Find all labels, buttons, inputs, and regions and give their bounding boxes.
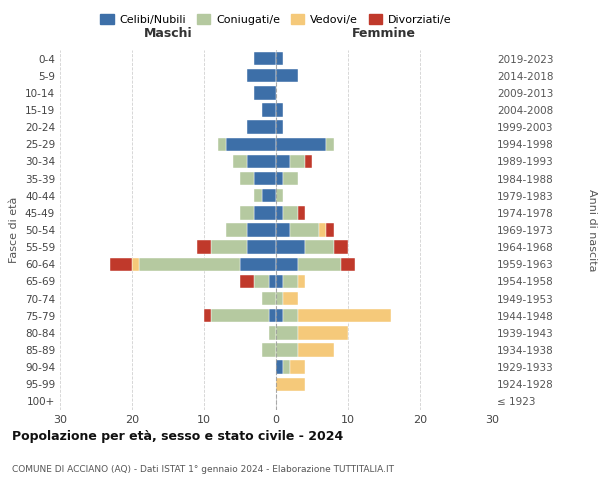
Bar bbox=[197, 240, 211, 254]
Bar bbox=[276, 292, 283, 306]
Bar bbox=[298, 344, 334, 356]
Bar bbox=[254, 274, 269, 288]
Bar bbox=[276, 104, 283, 117]
Bar bbox=[218, 138, 226, 151]
Bar bbox=[269, 326, 276, 340]
Bar bbox=[319, 224, 326, 236]
Bar bbox=[247, 224, 276, 236]
Legend: Celibi/Nubili, Coniugati/e, Vedovi/e, Divorziati/e: Celibi/Nubili, Coniugati/e, Vedovi/e, Di… bbox=[97, 10, 455, 28]
Bar bbox=[298, 206, 305, 220]
Bar bbox=[254, 206, 276, 220]
Text: Femmine: Femmine bbox=[352, 26, 416, 40]
Bar bbox=[341, 258, 355, 271]
Bar bbox=[298, 326, 348, 340]
Bar bbox=[276, 309, 283, 322]
Bar bbox=[269, 274, 276, 288]
Bar bbox=[283, 360, 290, 374]
Bar bbox=[283, 206, 298, 220]
Bar bbox=[254, 172, 276, 186]
Bar bbox=[240, 274, 254, 288]
Bar bbox=[334, 240, 348, 254]
Bar bbox=[276, 224, 290, 236]
Bar bbox=[283, 172, 298, 186]
Bar bbox=[276, 206, 283, 220]
Text: Anni di nascita: Anni di nascita bbox=[587, 188, 597, 271]
Bar bbox=[247, 240, 276, 254]
Bar bbox=[211, 240, 247, 254]
Bar bbox=[276, 172, 283, 186]
Bar bbox=[211, 309, 269, 322]
Bar bbox=[262, 344, 276, 356]
Bar bbox=[233, 154, 247, 168]
Bar bbox=[226, 138, 276, 151]
Bar bbox=[305, 154, 312, 168]
Bar bbox=[276, 52, 283, 66]
Text: Maschi: Maschi bbox=[143, 26, 193, 40]
Bar bbox=[290, 360, 305, 374]
Bar bbox=[247, 120, 276, 134]
Bar bbox=[262, 189, 276, 202]
Bar bbox=[276, 360, 283, 374]
Bar bbox=[290, 224, 319, 236]
Bar bbox=[283, 292, 298, 306]
Bar bbox=[276, 326, 298, 340]
Bar bbox=[276, 240, 305, 254]
Bar bbox=[276, 378, 305, 391]
Bar bbox=[276, 189, 283, 202]
Bar bbox=[247, 69, 276, 82]
Bar bbox=[276, 69, 298, 82]
Bar bbox=[283, 309, 298, 322]
Bar bbox=[254, 86, 276, 100]
Bar bbox=[247, 154, 276, 168]
Bar bbox=[298, 309, 391, 322]
Bar bbox=[326, 224, 334, 236]
Bar bbox=[139, 258, 240, 271]
Bar bbox=[298, 258, 341, 271]
Text: COMUNE DI ACCIANO (AQ) - Dati ISTAT 1° gennaio 2024 - Elaborazione TUTTITALIA.IT: COMUNE DI ACCIANO (AQ) - Dati ISTAT 1° g… bbox=[12, 465, 394, 474]
Bar bbox=[110, 258, 132, 271]
Bar bbox=[298, 274, 305, 288]
Bar bbox=[269, 309, 276, 322]
Bar bbox=[262, 292, 276, 306]
Bar bbox=[276, 274, 283, 288]
Bar bbox=[283, 274, 298, 288]
Bar bbox=[276, 120, 283, 134]
Y-axis label: Fasce di età: Fasce di età bbox=[10, 197, 19, 263]
Text: Popolazione per età, sesso e stato civile - 2024: Popolazione per età, sesso e stato civil… bbox=[12, 430, 343, 443]
Bar bbox=[276, 344, 298, 356]
Bar bbox=[276, 258, 298, 271]
Bar bbox=[240, 206, 254, 220]
Bar bbox=[240, 172, 254, 186]
Bar bbox=[254, 189, 262, 202]
Bar bbox=[132, 258, 139, 271]
Bar bbox=[326, 138, 334, 151]
Bar bbox=[305, 240, 334, 254]
Bar bbox=[254, 52, 276, 66]
Bar bbox=[276, 154, 290, 168]
Bar bbox=[262, 104, 276, 117]
Bar bbox=[240, 258, 276, 271]
Bar bbox=[276, 138, 326, 151]
Bar bbox=[226, 224, 247, 236]
Bar bbox=[290, 154, 305, 168]
Bar bbox=[204, 309, 211, 322]
